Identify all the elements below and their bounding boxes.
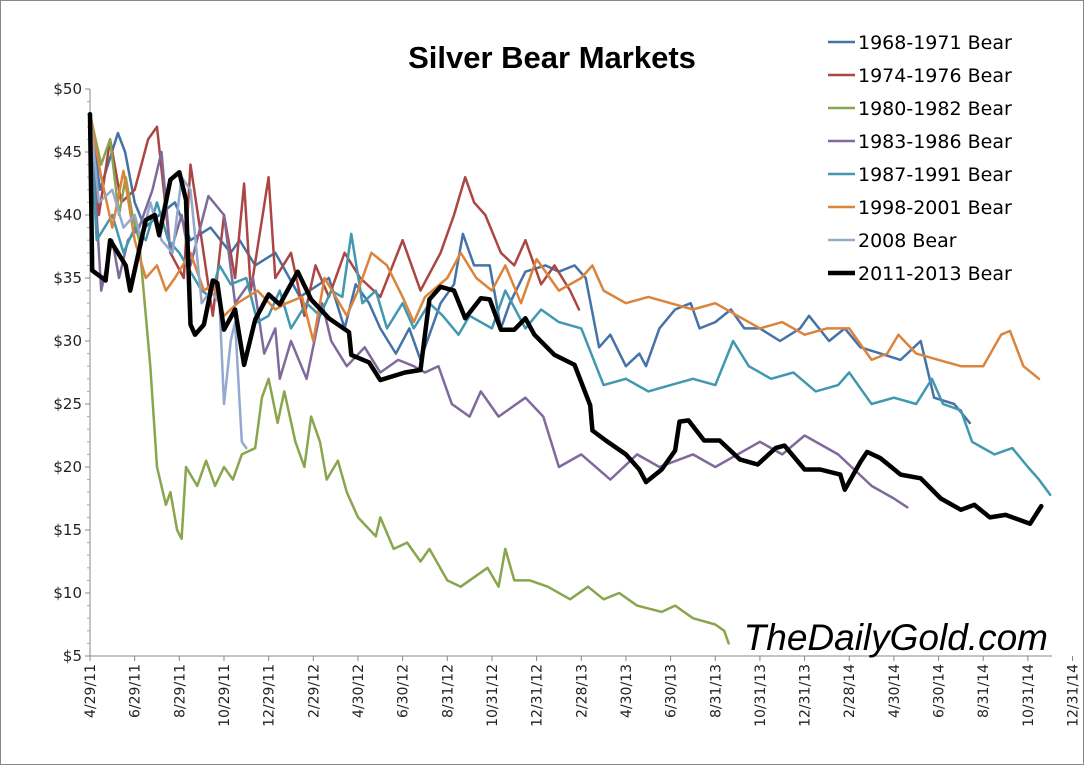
y-tick-label: $45 xyxy=(53,143,82,161)
y-tick-label: $10 xyxy=(53,584,82,602)
x-tick-label: 10/31/14 xyxy=(1021,664,1037,727)
legend-label: 2011-2013 Bear xyxy=(858,263,1012,285)
series-line-1974-1976-bear xyxy=(88,112,581,318)
y-tick-label: $20 xyxy=(53,458,82,476)
y-tick-label: $35 xyxy=(53,269,82,287)
x-tick-label: 2/28/14 xyxy=(842,664,858,718)
watermark: TheDailyGold.com xyxy=(744,617,1048,658)
y-axis: $50 $45 $40 $35 $30 $25 $20 $15 $10 $5 xyxy=(53,80,91,665)
x-tick-label: 6/29/11 xyxy=(128,664,144,718)
y-tick-label: $50 xyxy=(53,80,82,98)
series-line-2011-2013-bear xyxy=(87,111,1044,526)
x-tick-label: 10/29/11 xyxy=(217,664,233,727)
legend-label: 1974-1976 Bear xyxy=(858,65,1012,87)
x-tick-label: 12/31/13 xyxy=(798,664,814,727)
x-tick-label: 2/29/12 xyxy=(306,664,322,718)
series-lines xyxy=(87,111,1052,645)
legend: 1968-1971 Bear 1974-1976 Bear 1980-1982 Be… xyxy=(828,32,1012,285)
x-tick-label: 12/31/12 xyxy=(530,664,546,727)
x-tick-label: 4/30/12 xyxy=(351,664,367,718)
chart-title: Silver Bear Markets xyxy=(408,40,696,75)
x-tick-label: 4/30/13 xyxy=(619,664,635,718)
x-axis: 4/29/11 6/29/11 8/29/11 10/29/11 12/29/11 2/2… xyxy=(83,655,1082,727)
legend-label: 1987-1991 Bear xyxy=(858,164,1012,186)
legend-label: 1983-1986 Bear xyxy=(858,131,1012,153)
x-tick-label: 12/31/14 xyxy=(1066,664,1082,727)
x-tick-label: 4/30/14 xyxy=(887,664,903,718)
x-tick-label: 6/30/12 xyxy=(396,664,412,718)
legend-label: 1998-2001 Bear xyxy=(858,197,1012,219)
x-tick-label: 10/31/13 xyxy=(753,664,769,727)
x-tick-label: 10/31/12 xyxy=(485,664,501,727)
x-tick-label: 2/28/13 xyxy=(574,664,590,718)
legend-label: 1980-1982 Bear xyxy=(858,98,1012,120)
x-tick-label: 6/30/14 xyxy=(932,664,948,718)
series-line-1983-1986-bear xyxy=(88,112,909,509)
y-tick-label: $5 xyxy=(63,647,82,665)
x-tick-label: 4/29/11 xyxy=(83,664,99,718)
x-tick-label: 8/29/11 xyxy=(172,664,188,718)
x-tick-label: 8/31/12 xyxy=(440,664,456,718)
series-line-1987-1991-bear xyxy=(88,112,1052,496)
series-line-1980-1982-bear xyxy=(88,112,730,645)
y-tick-label: $40 xyxy=(53,206,82,224)
legend-label: 2008 Bear xyxy=(858,230,957,252)
x-tick-label: 12/29/11 xyxy=(262,664,278,727)
x-tick-label: 8/31/14 xyxy=(976,664,992,718)
x-tick-label: 8/31/13 xyxy=(708,664,724,718)
y-tick-label: $25 xyxy=(53,395,82,413)
x-tick-label: 6/30/13 xyxy=(664,664,680,718)
series-line-1998-2001-bear xyxy=(88,112,1041,381)
legend-label: 1968-1971 Bear xyxy=(858,32,1012,54)
y-tick-label: $15 xyxy=(53,521,82,539)
y-tick-label: $30 xyxy=(53,332,82,350)
